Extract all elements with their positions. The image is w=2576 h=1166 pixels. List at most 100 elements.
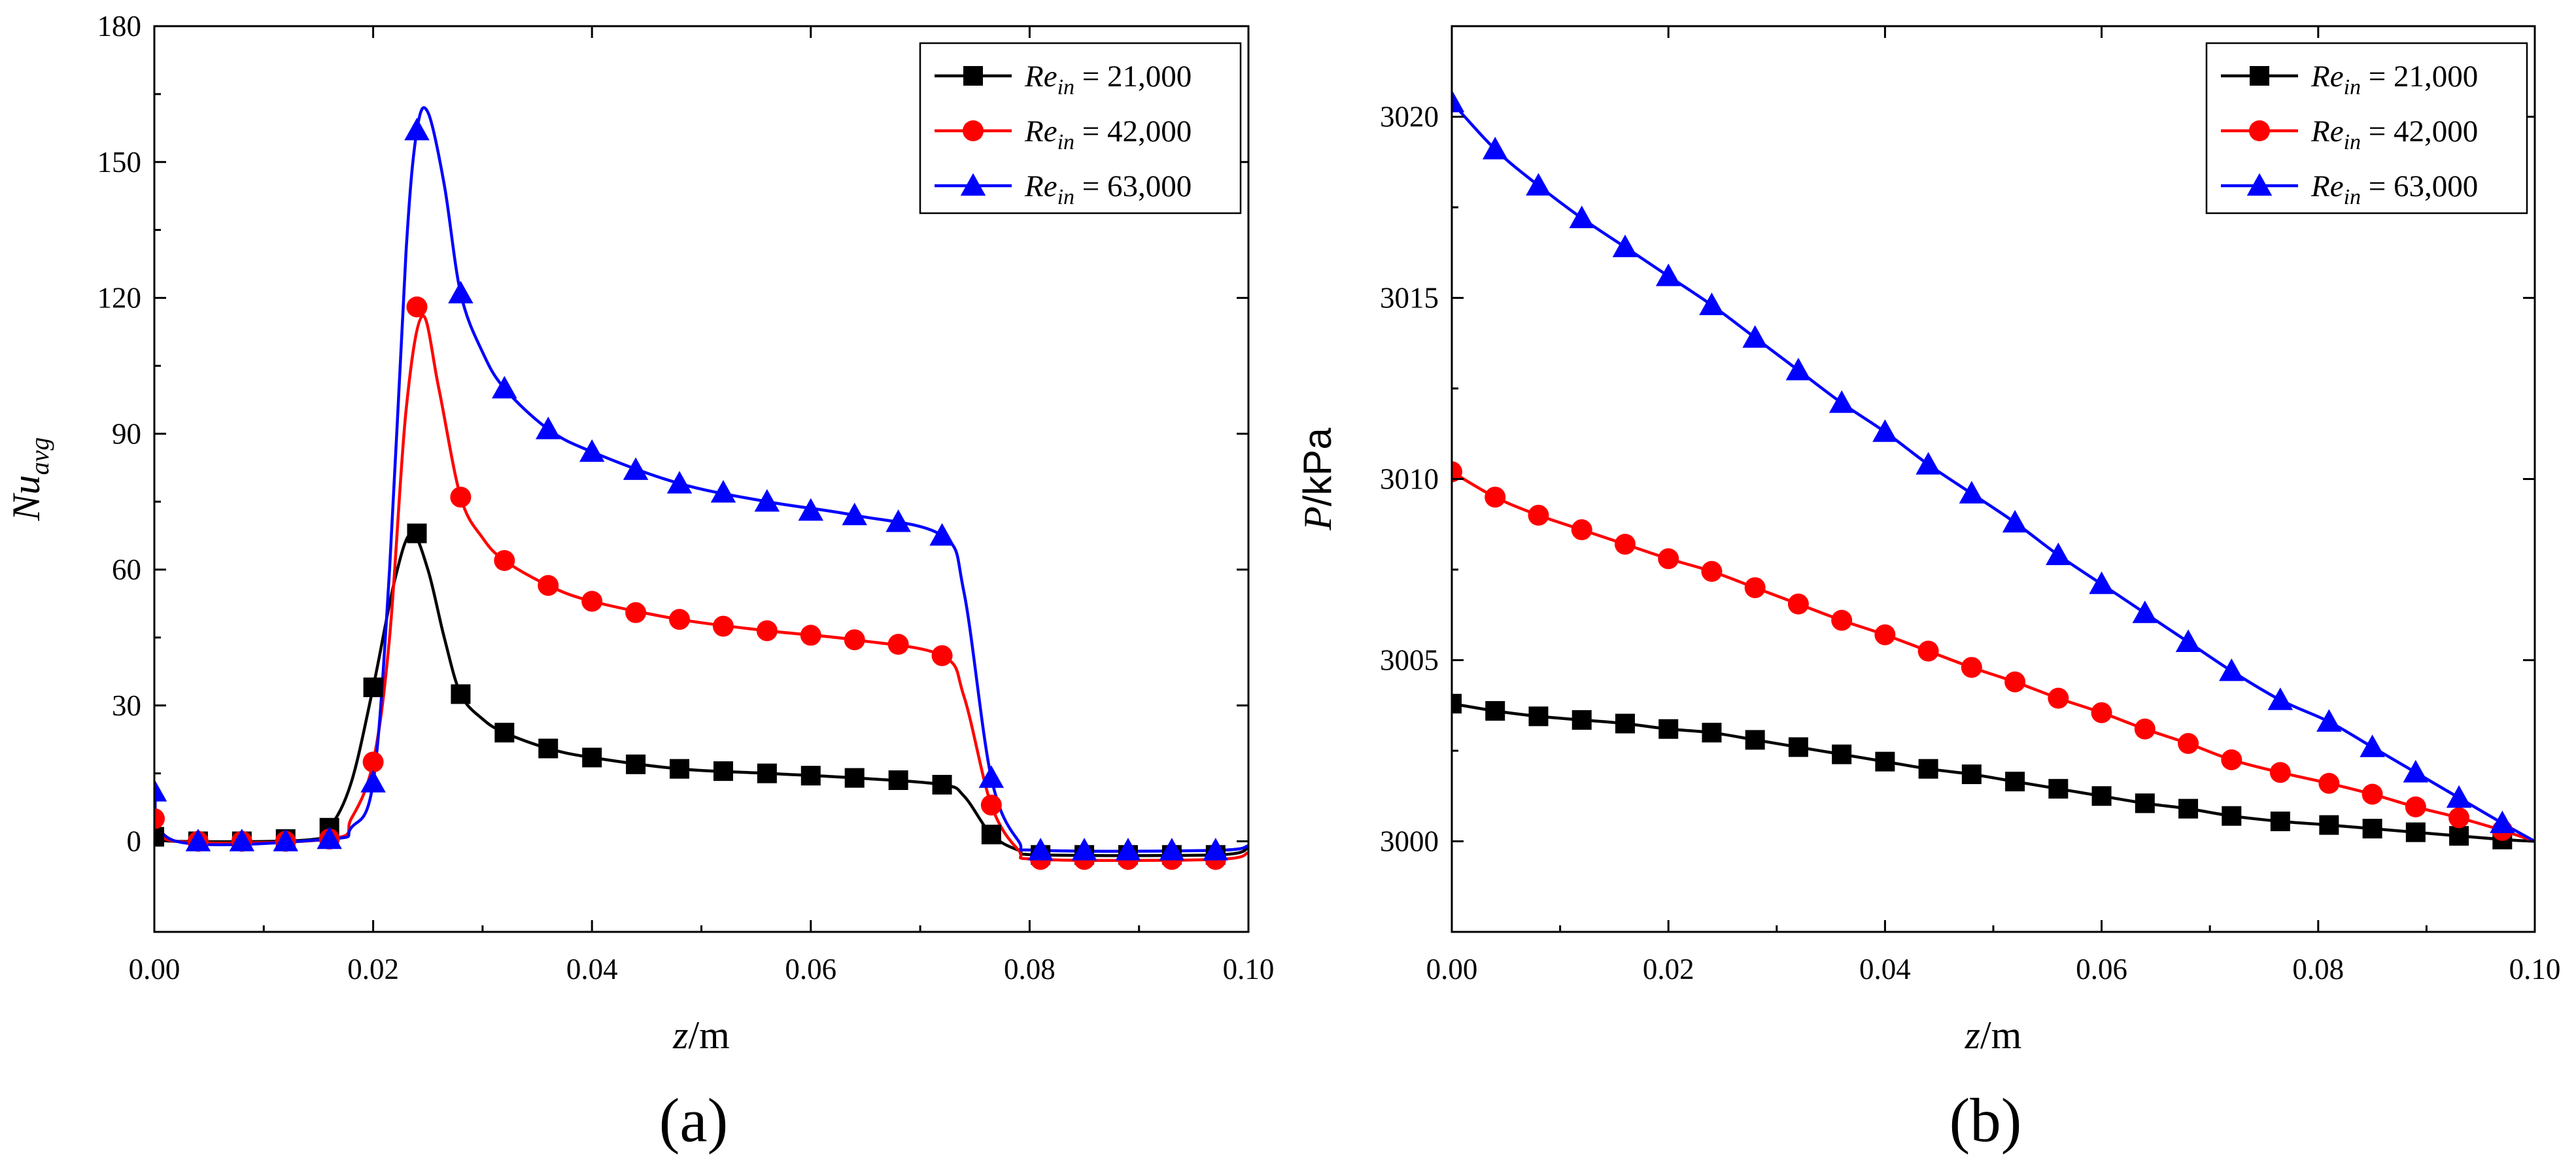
legend-marker (963, 120, 984, 141)
data-point-0-7 (1745, 730, 1765, 750)
panel-label: (a) (659, 1086, 728, 1155)
data-point-0-13 (2005, 772, 2025, 792)
legend-label: Rein = 42,000 (1024, 114, 1192, 154)
series-markers (1452, 90, 2515, 849)
y-tick-label: 3010 (1380, 463, 1439, 496)
data-point-2-6 (1699, 292, 1725, 315)
legend-item: Rein = 21,000 (935, 60, 1192, 99)
data-point-1-13 (2004, 671, 2026, 693)
data-point-1-11 (1917, 640, 1939, 662)
x-axis-label-unit: /m (1980, 1014, 2021, 1057)
data-point-0-6 (407, 523, 427, 543)
y-tick-label: 3015 (1380, 282, 1439, 315)
data-point-0-18 (2222, 806, 2242, 826)
data-point-2-19 (978, 765, 1005, 788)
data-point-1-4 (1614, 534, 1636, 555)
data-point-1-18 (2221, 749, 2242, 770)
series-line-0 (154, 532, 1248, 857)
data-point-2-2 (1526, 173, 1551, 196)
data-point-0-7 (451, 684, 471, 704)
data-point-2-5 (1655, 264, 1681, 286)
data-point-0-23 (2449, 826, 2469, 846)
legend-label-sub: in (2344, 130, 2361, 154)
data-point-0-17 (2178, 798, 2199, 819)
data-point-2-6 (404, 118, 430, 141)
data-point-0-16 (2135, 793, 2155, 814)
data-point-1-5 (362, 751, 384, 773)
legend-label-main: Re (2310, 114, 2344, 148)
legend-label-sub: in (1057, 185, 1074, 209)
series-lines (154, 106, 1248, 862)
y-axis-label-sub: avg (25, 437, 54, 475)
data-point-2-16 (842, 502, 867, 526)
data-point-0-13 (713, 761, 733, 781)
data-point-1-16 (2134, 718, 2155, 740)
data-point-1-12 (1961, 657, 1982, 678)
y-tick-label: 3020 (1380, 101, 1439, 133)
data-point-2-20 (1027, 838, 1054, 861)
series-line-1 (154, 314, 1248, 862)
data-point-1-21 (2361, 783, 2383, 805)
data-point-0-11 (626, 754, 646, 774)
data-point-2-13 (710, 480, 736, 503)
x-tick-label: 0.04 (1859, 953, 1911, 986)
data-point-0-10 (582, 747, 602, 768)
legend-label-main: Re (2310, 169, 2344, 203)
legend-item: Rein = 21,000 (2221, 60, 2478, 99)
data-point-2-11 (623, 457, 649, 480)
data-point-1-23 (2448, 807, 2470, 829)
legend-label-main: Re (1024, 60, 1057, 94)
data-point-2-2 (229, 829, 255, 851)
y-tick-label: 30 (112, 689, 141, 722)
series-markers (154, 118, 1229, 870)
data-point-0-22 (2405, 822, 2426, 842)
data-point-2-12 (1959, 481, 1985, 504)
data-point-1-15 (2091, 702, 2112, 723)
chart-panel-a: 0.00 0.02 0.04 0.06 0.08 0.10 0 30 60 90 120 150 180… (5, 10, 1274, 1155)
legend-label: Rein = 21,000 (1024, 60, 1192, 99)
x-axis-label-var: z (672, 1014, 688, 1057)
legend-label-sub: in (2344, 185, 2361, 209)
data-point-1-6 (406, 296, 428, 318)
data-point-0-9 (538, 738, 558, 759)
x-tick-label: 0.06 (2076, 953, 2127, 986)
x-tick-label: 0.02 (1643, 953, 1694, 986)
legend-label-sub: in (1057, 75, 1074, 99)
legend-label: Rein = 21,000 (2310, 60, 2478, 99)
data-point-0-11 (1918, 759, 1938, 779)
y-tick-label: 150 (97, 146, 142, 179)
x-tick-label: 0.08 (2292, 953, 2344, 986)
data-point-2-1 (185, 829, 211, 851)
legend-label-value: = 63,000 (1074, 169, 1192, 203)
legend-marker (2250, 66, 2269, 86)
data-point-2-8 (1785, 358, 1812, 381)
data-point-2-1 (1482, 137, 1508, 160)
y-tick-label: 120 (97, 282, 142, 315)
legend-label: Rein = 63,000 (1024, 169, 1192, 209)
data-point-2-22 (2403, 759, 2429, 783)
data-point-0-14 (2048, 779, 2069, 799)
legend-marker (2246, 173, 2273, 196)
data-point-1-5 (1658, 548, 1679, 570)
data-point-1-13 (712, 615, 734, 637)
y-axis-label: P/kPa (1296, 428, 1339, 531)
data-point-1-9 (538, 575, 559, 596)
y-axis: 3000 3005 3010 3015 3020 (1380, 101, 2535, 858)
data-point-0-3 (1571, 710, 1592, 730)
data-point-2-14 (754, 489, 780, 512)
data-point-1-10 (1874, 624, 1896, 645)
legend-label-value: = 63,000 (2361, 169, 2478, 203)
legend-label-value: = 42,000 (2361, 114, 2478, 148)
data-point-2-4 (1612, 234, 1638, 258)
data-point-2-14 (2046, 542, 2071, 566)
data-point-2-10 (1872, 419, 1898, 442)
data-point-2-24 (1203, 838, 1229, 861)
data-point-1-14 (2048, 687, 2069, 709)
legend-label-main: Re (1024, 114, 1057, 148)
data-point-1-14 (756, 620, 778, 642)
data-point-0-19 (2270, 812, 2290, 832)
data-point-1-8 (494, 550, 515, 572)
data-point-0-6 (1702, 723, 1722, 743)
